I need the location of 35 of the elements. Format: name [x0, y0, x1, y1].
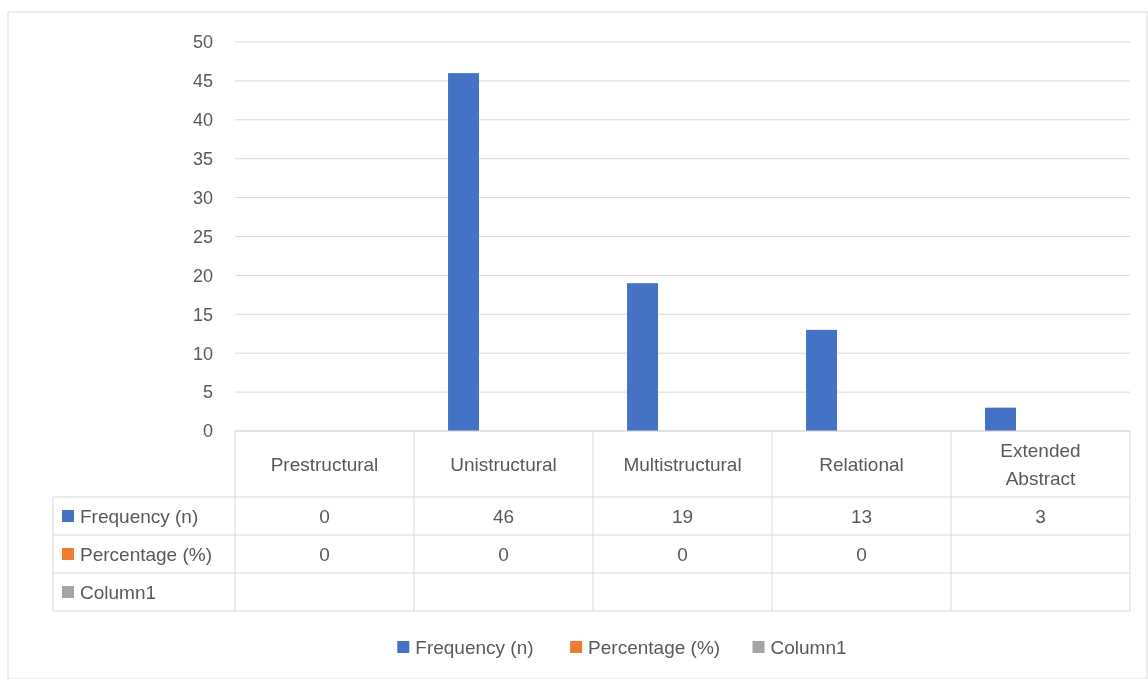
data-label: 0	[319, 543, 330, 565]
text: Percentage (%)	[588, 636, 721, 658]
legend-label: Frequency (n)	[415, 636, 534, 658]
data-label: 0	[498, 543, 509, 565]
y-tick-label: 0	[202, 421, 213, 442]
legend-label: Column1	[80, 581, 157, 603]
y-tick-label: 40	[192, 110, 213, 131]
y-tick-label: 35	[192, 149, 213, 169]
data-label: 0	[319, 505, 330, 527]
text: Column1	[770, 636, 847, 658]
data-label: 13	[850, 505, 873, 527]
y-tick-label: 45	[192, 71, 213, 92]
x-tick-label: Extended Abstract	[1000, 439, 1081, 489]
bar	[627, 283, 659, 431]
bar	[806, 329, 838, 431]
x-tick-label: Multistructural	[623, 453, 742, 475]
data-label: 0	[677, 543, 688, 565]
data-label: 3	[1035, 505, 1046, 527]
y-tick-label: 20	[192, 265, 213, 286]
text: Frequency (n)	[80, 505, 199, 527]
x-tick-label: Relational	[819, 453, 904, 475]
y-tick-label: 5	[202, 382, 213, 403]
y-tick-label: 50	[192, 32, 213, 53]
y-tick-label: 30	[192, 187, 213, 208]
x-tick-label: Unistructural	[450, 453, 557, 475]
legend-label: Percentage (%)	[80, 543, 213, 565]
bar	[985, 407, 1017, 431]
y-tick-label: 15	[192, 304, 213, 325]
data-label: 46	[492, 505, 515, 527]
y-tick-label: 25	[192, 226, 213, 247]
data-label: 19	[671, 505, 694, 527]
bar	[448, 73, 480, 431]
data-label: 0	[856, 543, 867, 565]
y-tick-label: 10	[192, 343, 213, 364]
x-tick-label: Prestructural	[270, 453, 379, 475]
